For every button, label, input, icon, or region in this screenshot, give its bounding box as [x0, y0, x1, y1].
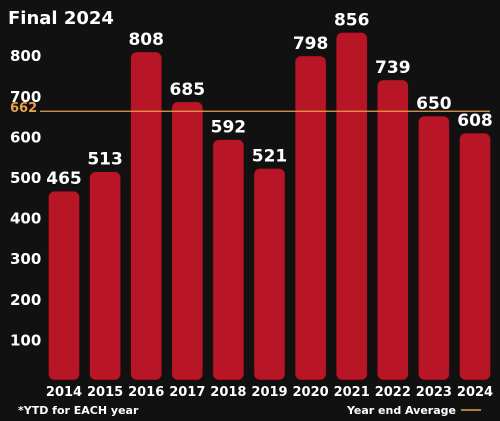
x-tick-label: 2017: [169, 385, 205, 400]
bar: [48, 190, 80, 381]
x-tick-label: 2019: [251, 385, 287, 400]
x-tick-label: 2023: [416, 385, 452, 400]
bar-value-label: 685: [170, 80, 206, 100]
y-tick-label: 300: [10, 250, 41, 268]
x-tick-label: 2021: [334, 385, 370, 400]
y-tick-label: 800: [10, 47, 41, 65]
bar-value-label: 650: [416, 94, 452, 114]
average-line-group: 662: [10, 101, 490, 116]
bar-value-label: 592: [211, 118, 247, 138]
x-tick-label: 2014: [46, 385, 82, 400]
bar: [335, 32, 368, 381]
y-tick-label: 200: [10, 291, 41, 309]
x-tick-label: 2018: [210, 385, 246, 400]
x-tick-label: 2015: [87, 385, 123, 400]
bar-value-label: 856: [334, 10, 370, 30]
y-tick-label: 500: [10, 169, 41, 187]
chart-title: Final 2024: [8, 8, 114, 29]
y-tick-label: 100: [10, 331, 41, 349]
footnote: *YTD for EACH year: [18, 404, 139, 417]
bar: [377, 79, 409, 381]
bar: [418, 115, 450, 381]
bar: [171, 101, 204, 381]
bar-value-label: 513: [87, 150, 123, 170]
x-tick-label: 2016: [128, 385, 164, 400]
bar-value-label: 739: [375, 58, 411, 78]
x-tick-label: 2024: [457, 385, 493, 400]
bar: [459, 132, 491, 381]
y-tick-label: 400: [10, 210, 41, 228]
bar-value-label: 808: [128, 30, 164, 50]
y-axis: 100 200 300 400 500 600 700 800: [10, 47, 41, 349]
bar-value-label: 465: [46, 169, 82, 189]
x-axis: 2014 2015 2016 2017 2018 2019 2020 2021 2022 2023…: [46, 385, 493, 400]
x-tick-label: 2020: [293, 385, 329, 400]
bar: [294, 55, 327, 381]
y-tick-label: 600: [10, 128, 41, 146]
bar: [212, 139, 245, 381]
bar-value-label: 798: [293, 34, 329, 54]
bar-value-label: 608: [457, 111, 493, 131]
average-value-label: 662: [10, 101, 37, 116]
bar: [89, 171, 121, 381]
legend-label: Year end Average: [346, 404, 456, 417]
bar: [130, 51, 162, 381]
bar-value-label: 521: [252, 146, 288, 166]
x-tick-label: 2022: [375, 385, 411, 400]
y-tick-label: 700: [10, 88, 41, 106]
bar: [253, 168, 286, 381]
